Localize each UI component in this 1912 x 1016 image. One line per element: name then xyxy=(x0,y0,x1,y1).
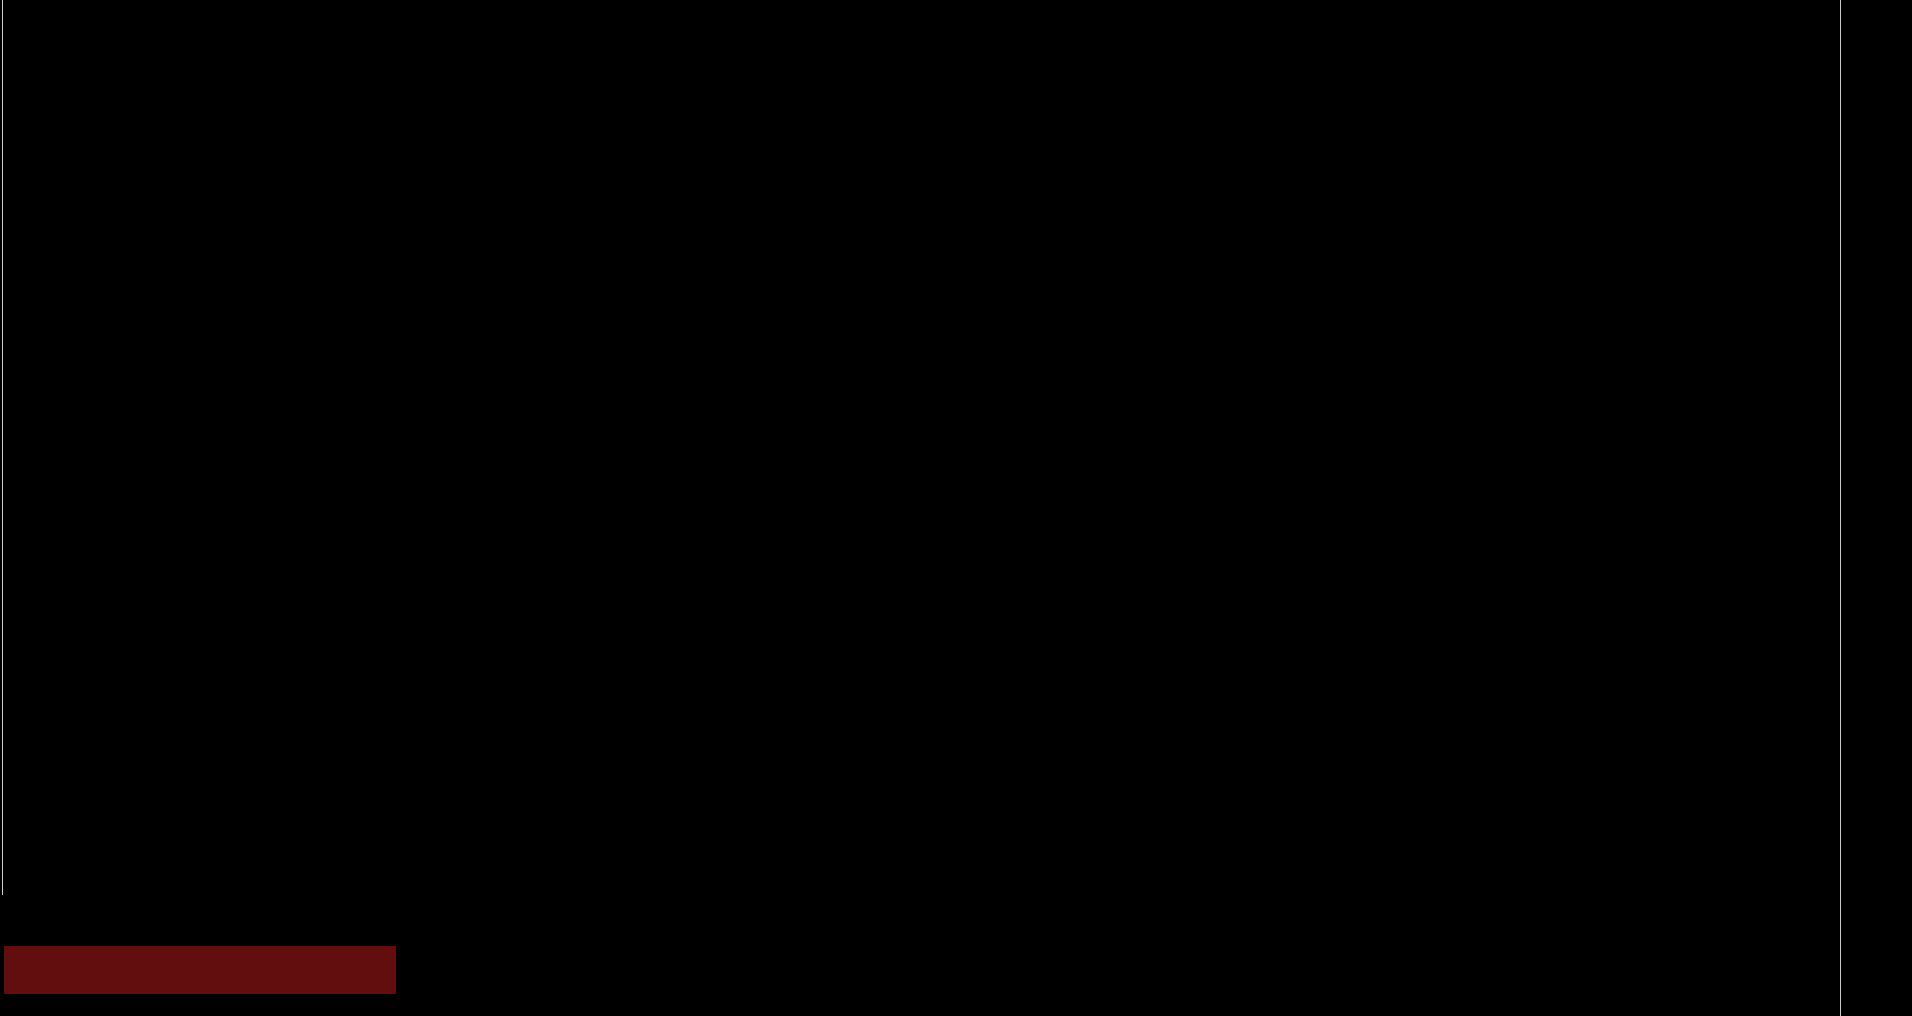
price-axis-border xyxy=(1840,0,1841,1016)
chart-title xyxy=(6,4,12,19)
broker-watermark xyxy=(4,946,396,994)
